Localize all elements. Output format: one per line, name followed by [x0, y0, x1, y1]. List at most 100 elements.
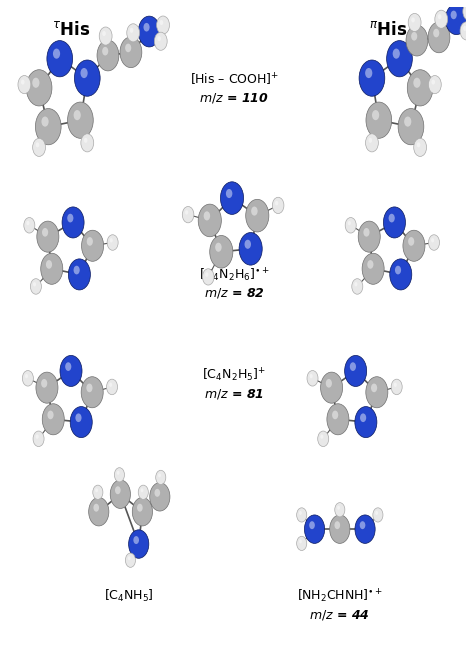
Circle shape [125, 44, 131, 52]
Circle shape [137, 504, 143, 512]
Circle shape [53, 48, 60, 59]
Circle shape [26, 69, 52, 106]
Circle shape [156, 470, 166, 485]
Circle shape [84, 137, 88, 143]
Circle shape [117, 471, 120, 475]
Circle shape [327, 404, 349, 435]
Circle shape [239, 233, 262, 265]
Circle shape [413, 78, 420, 88]
Circle shape [47, 40, 72, 77]
Circle shape [360, 413, 366, 422]
Circle shape [158, 36, 161, 41]
Circle shape [140, 488, 143, 492]
Circle shape [251, 206, 258, 215]
Circle shape [130, 28, 133, 33]
Text: [C$_{4}$N$_{2}$H$_{5}$]$^{+}$: [C$_{4}$N$_{2}$H$_{5}$]$^{+}$ [202, 367, 266, 385]
Circle shape [25, 374, 28, 378]
Circle shape [348, 221, 351, 225]
Circle shape [106, 379, 118, 395]
Circle shape [220, 182, 244, 214]
Text: [C$_{4}$N$_{2}$H$_{6}$]$^{\bullet+}$: [C$_{4}$N$_{2}$H$_{6}$]$^{\bullet+}$ [199, 267, 270, 284]
Circle shape [355, 515, 375, 543]
Circle shape [36, 372, 58, 403]
Circle shape [359, 60, 385, 97]
Circle shape [65, 362, 71, 371]
Circle shape [299, 511, 302, 515]
Circle shape [128, 557, 131, 561]
Circle shape [350, 362, 356, 371]
Circle shape [391, 379, 402, 395]
Circle shape [80, 68, 88, 78]
Circle shape [431, 238, 434, 243]
Circle shape [326, 379, 332, 387]
Circle shape [384, 207, 405, 238]
Circle shape [114, 468, 124, 482]
Circle shape [446, 4, 467, 34]
Circle shape [466, 7, 470, 11]
Circle shape [159, 20, 163, 25]
Circle shape [371, 383, 377, 392]
Circle shape [97, 40, 119, 71]
Circle shape [389, 214, 395, 223]
Circle shape [24, 217, 35, 233]
Circle shape [99, 27, 112, 45]
Text: [His – COOH]$^{+}$: [His – COOH]$^{+}$ [190, 71, 279, 87]
Circle shape [355, 407, 377, 438]
Circle shape [305, 515, 324, 543]
Circle shape [22, 371, 34, 386]
Circle shape [30, 279, 42, 294]
Circle shape [33, 431, 44, 447]
Circle shape [81, 230, 104, 261]
Circle shape [366, 102, 392, 138]
Circle shape [411, 17, 415, 22]
Circle shape [417, 142, 420, 147]
Circle shape [215, 243, 222, 252]
Circle shape [428, 22, 450, 53]
Text: $^{\pi}$His: $^{\pi}$His [369, 20, 407, 38]
Circle shape [321, 372, 342, 403]
Circle shape [155, 489, 160, 497]
Circle shape [74, 60, 100, 97]
Circle shape [460, 22, 473, 40]
Circle shape [143, 23, 149, 32]
Circle shape [157, 16, 169, 34]
Circle shape [107, 235, 118, 251]
Circle shape [204, 212, 210, 221]
Circle shape [345, 217, 356, 233]
Circle shape [375, 511, 378, 515]
Circle shape [406, 25, 428, 56]
Circle shape [393, 48, 400, 59]
Circle shape [110, 238, 113, 243]
Circle shape [67, 214, 73, 223]
Circle shape [132, 498, 152, 526]
Circle shape [407, 69, 433, 106]
Circle shape [275, 201, 278, 206]
Circle shape [373, 508, 383, 522]
Text: $m/z$ = 81: $m/z$ = 81 [204, 387, 264, 401]
Circle shape [102, 31, 106, 36]
Circle shape [74, 110, 81, 120]
Circle shape [81, 377, 103, 408]
Circle shape [245, 240, 251, 249]
Circle shape [368, 260, 374, 269]
Circle shape [158, 473, 161, 477]
Circle shape [330, 515, 350, 543]
Circle shape [310, 374, 313, 378]
Circle shape [95, 488, 98, 492]
Circle shape [182, 206, 194, 223]
Circle shape [87, 383, 93, 392]
Circle shape [226, 189, 232, 198]
Circle shape [362, 253, 384, 284]
Circle shape [185, 210, 188, 215]
Circle shape [398, 108, 424, 145]
Circle shape [318, 431, 329, 447]
Circle shape [18, 75, 31, 94]
Circle shape [46, 260, 52, 269]
Circle shape [334, 521, 340, 529]
Circle shape [70, 407, 92, 438]
Circle shape [337, 506, 340, 510]
Circle shape [366, 377, 388, 408]
Circle shape [451, 11, 457, 19]
Circle shape [408, 13, 421, 32]
Circle shape [463, 26, 467, 31]
